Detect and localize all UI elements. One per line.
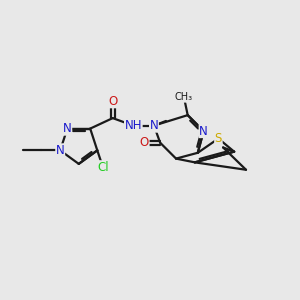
Text: N: N bbox=[199, 124, 208, 138]
Text: S: S bbox=[215, 132, 222, 145]
Text: N: N bbox=[63, 122, 72, 135]
Text: O: O bbox=[140, 136, 149, 149]
Text: O: O bbox=[108, 95, 117, 108]
Text: N: N bbox=[56, 144, 64, 157]
Text: Cl: Cl bbox=[97, 161, 109, 174]
Text: CH₃: CH₃ bbox=[175, 92, 193, 102]
Text: NH: NH bbox=[124, 119, 142, 132]
Text: N: N bbox=[150, 119, 158, 132]
